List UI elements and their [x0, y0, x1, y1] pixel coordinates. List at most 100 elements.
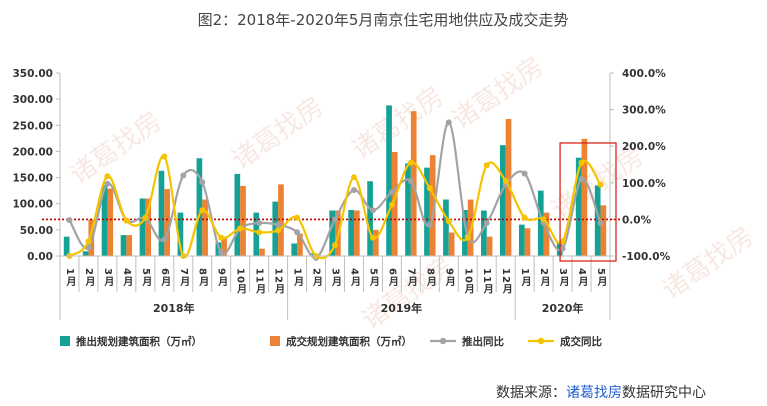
legend-label: 成交同比 [560, 335, 602, 348]
bar-supply [215, 242, 222, 256]
x-tick-label: 7月 [178, 268, 191, 287]
bar-deal [353, 210, 360, 256]
point-deal-yoy [218, 234, 225, 241]
point-supply-yoy [256, 220, 263, 227]
x-tick-label: 7月 [405, 268, 418, 287]
left-tick-label: 200.00 [12, 146, 53, 158]
bar-supply [82, 251, 89, 256]
watermark-2: 诸葛找房 [347, 81, 449, 165]
point-deal-yoy [332, 242, 338, 249]
source-suffix: 数据研究中心 [622, 385, 706, 401]
bar-supply [177, 212, 184, 256]
right-tick-label: -100.0% [622, 251, 671, 263]
bar-deal [145, 198, 152, 256]
right-tick-label: 100.0% [622, 178, 666, 190]
bar-supply [329, 210, 335, 256]
legend-label: 推出同比 [462, 335, 504, 348]
bar-supply [575, 157, 582, 256]
chart-title: 图2：2018年-2020年5月南京住宅用地供应及成交走势 [198, 11, 569, 29]
point-deal-yoy [123, 217, 130, 224]
bar-deal [259, 248, 265, 256]
point-deal-yoy [521, 214, 528, 221]
legend-swatch [60, 336, 70, 346]
point-deal-yoy [578, 159, 585, 166]
point-deal-yoy [540, 216, 547, 223]
watermark-1: 诸葛找房 [227, 91, 329, 175]
point-supply-yoy [578, 176, 585, 183]
point-deal-yoy [407, 159, 414, 166]
point-deal-yoy [256, 229, 263, 236]
bar-supply [443, 199, 449, 256]
x-tick-label: 8月 [197, 268, 210, 287]
point-deal-yoy [350, 174, 357, 181]
point-deal-yoy [199, 207, 206, 214]
point-supply-yoy [161, 236, 168, 243]
point-supply-yoy [104, 180, 111, 187]
point-supply-yoy [275, 221, 282, 228]
point-deal-yoy [597, 181, 604, 188]
bar-deal [278, 184, 284, 256]
x-tick-label: 1月 [519, 268, 532, 287]
bar-supply [310, 253, 317, 256]
bar-supply [481, 210, 487, 256]
watermark-3: 诸葛找房 [447, 51, 549, 135]
x-tick-label: 4月 [576, 268, 589, 287]
x-tick-label: 6月 [159, 268, 172, 287]
bar-deal [297, 233, 303, 256]
point-deal-yoy [388, 201, 395, 208]
source-prefix: 数据来源： [496, 385, 566, 401]
x-tick-label: 3月 [557, 268, 570, 287]
x-tick-label: 10月 [462, 268, 475, 295]
point-supply-yoy [66, 217, 73, 224]
bar-supply [518, 224, 525, 256]
x-tick-label: 3月 [330, 268, 343, 287]
x-tick-label: 2月 [83, 268, 96, 287]
point-supply-yoy [199, 179, 206, 186]
bar-supply [139, 198, 146, 256]
point-deal-yoy [104, 173, 111, 180]
bar-supply [272, 201, 279, 256]
right-tick-label: 400.0% [622, 68, 666, 80]
point-supply-yoy [426, 221, 433, 228]
point-supply-yoy [445, 119, 452, 126]
point-deal-yoy [426, 185, 433, 192]
highlight-box [559, 142, 617, 262]
bar-supply [348, 209, 354, 256]
bar-supply [405, 163, 411, 256]
point-deal-yoy [294, 214, 301, 221]
bar-supply [196, 158, 203, 256]
legend-label: 推出规划建筑面积（万㎡） [76, 335, 202, 348]
point-supply-yoy [407, 177, 414, 184]
point-supply-yoy [388, 188, 395, 195]
bar-supply [500, 145, 506, 256]
x-tick-label: 5月 [140, 268, 153, 287]
legend-marker [537, 337, 545, 345]
point-deal-yoy [464, 234, 471, 241]
legend-marker [439, 337, 447, 345]
left-tick-label: 0.00 [27, 251, 53, 263]
point-supply-yoy [332, 216, 338, 223]
point-deal-yoy [275, 227, 282, 234]
x-tick-label: 11月 [254, 268, 267, 295]
x-tick-label: 9月 [216, 268, 229, 287]
left-tick-label: 300.00 [12, 94, 53, 106]
legend-label: 成交规划建筑面积（万㎡） [286, 335, 412, 348]
point-supply-yoy [218, 249, 225, 256]
year-label: 2018年 [153, 301, 195, 315]
right-tick-label: 0.0% [622, 214, 652, 226]
point-deal-yoy [161, 153, 168, 160]
bar-supply [424, 167, 430, 256]
x-tick-label: 12月 [273, 268, 286, 295]
point-deal-yoy [142, 214, 149, 221]
x-tick-label: 1月 [64, 268, 77, 287]
point-deal-yoy [237, 225, 244, 232]
bar-deal [88, 219, 95, 256]
point-supply-yoy [294, 229, 301, 236]
x-tick-label: 4月 [348, 268, 361, 287]
bar-deal [126, 235, 133, 256]
watermark-5: 诸葛找房 [657, 221, 759, 305]
bar-deal [524, 228, 531, 256]
bar-deal [581, 138, 588, 256]
bar-deal [543, 212, 550, 256]
